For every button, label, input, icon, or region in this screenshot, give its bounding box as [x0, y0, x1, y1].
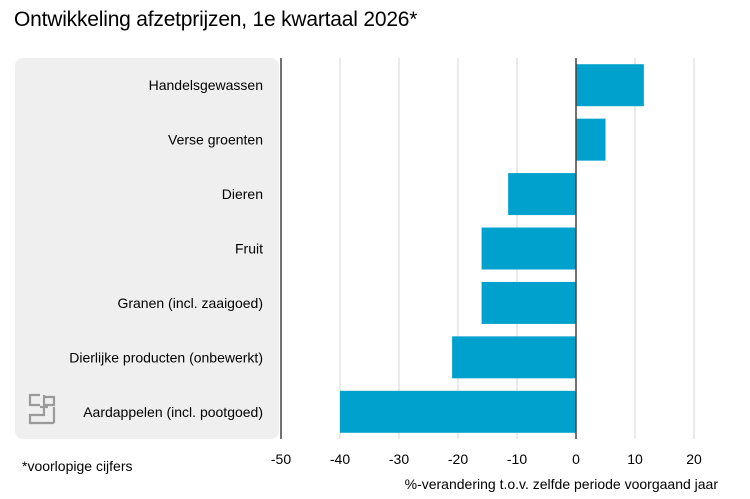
- category-label: Dieren: [222, 186, 263, 202]
- bar: [508, 173, 576, 216]
- x-tick-label: 0: [572, 451, 580, 467]
- category-label: Verse groenten: [168, 132, 263, 148]
- bar: [481, 281, 576, 324]
- bar: [481, 227, 576, 270]
- footnote: *voorlopige cijfers: [22, 458, 133, 474]
- category-label: Fruit: [235, 241, 263, 257]
- category-label: Handelsgewassen: [149, 77, 263, 93]
- x-axis-label: %-verandering t.o.v. zelfde periode voor…: [404, 476, 718, 492]
- x-tick-label: 20: [686, 451, 702, 467]
- category-label-panel: [15, 58, 279, 439]
- x-tick-label: -30: [389, 451, 409, 467]
- chart-title: Ontwikkeling afzetprijzen, 1e kwartaal 2…: [14, 8, 418, 31]
- x-tick-label: -40: [330, 451, 350, 467]
- bar: [576, 118, 606, 161]
- category-label: Dierlijke producten (onbewerkt): [69, 349, 263, 365]
- x-tick-label: 10: [627, 451, 643, 467]
- cbs-logo-icon: [28, 393, 56, 425]
- bar: [576, 64, 644, 107]
- bar: [452, 336, 576, 379]
- category-label: Aardappelen (incl. pootgoed): [83, 404, 263, 420]
- bar: [340, 390, 576, 433]
- x-tick-label: -10: [507, 451, 527, 467]
- category-label: Granen (incl. zaaigoed): [117, 295, 263, 311]
- x-tick-label: -50: [271, 451, 291, 467]
- x-tick-label: -20: [448, 451, 468, 467]
